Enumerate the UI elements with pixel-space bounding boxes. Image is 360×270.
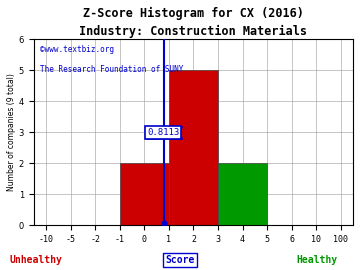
Bar: [169, 70, 218, 225]
Text: Score: Score: [165, 255, 195, 265]
Bar: [218, 163, 267, 225]
Text: ©www.textbiz.org: ©www.textbiz.org: [40, 45, 114, 54]
Text: 0.8113: 0.8113: [147, 128, 179, 137]
Text: The Research Foundation of SUNY: The Research Foundation of SUNY: [40, 65, 184, 75]
Title: Z-Score Histogram for CX (2016)
Industry: Construction Materials: Z-Score Histogram for CX (2016) Industry…: [80, 7, 307, 38]
Text: Unhealthy: Unhealthy: [10, 255, 62, 265]
Bar: [120, 163, 169, 225]
Y-axis label: Number of companies (9 total): Number of companies (9 total): [7, 73, 16, 191]
Text: Healthy: Healthy: [296, 255, 337, 265]
